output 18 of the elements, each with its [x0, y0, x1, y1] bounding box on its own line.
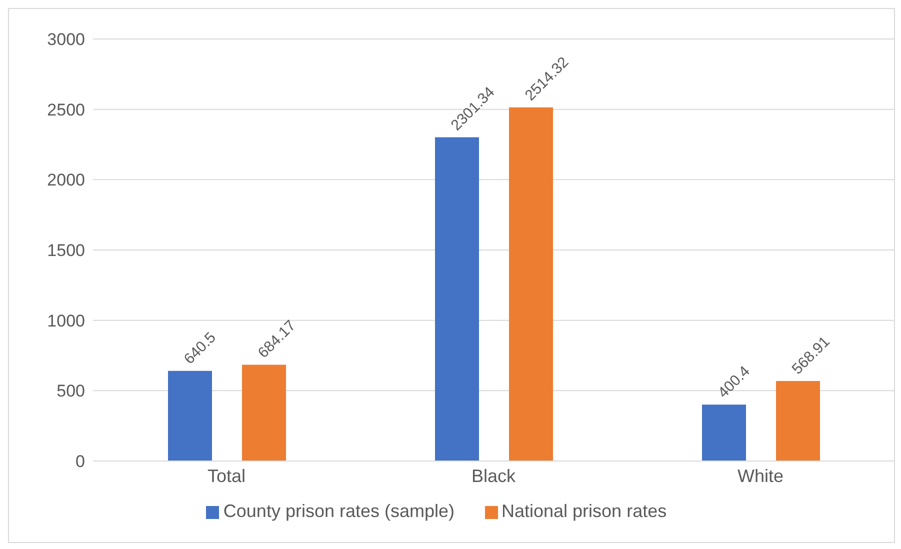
y-tick-label: 2000	[47, 170, 85, 190]
x-tick-label: White	[737, 466, 784, 486]
legend-label: National prison rates	[502, 501, 667, 521]
bar	[435, 137, 479, 461]
y-tick-label: 2500	[47, 100, 85, 120]
y-tick-label: 1000	[47, 311, 85, 330]
bar	[702, 404, 746, 461]
y-tick-label: 3000	[47, 30, 85, 50]
x-tick-label: Black	[471, 466, 517, 486]
bar	[776, 380, 820, 461]
y-tick-label: 0	[76, 452, 85, 472]
bar	[168, 370, 212, 461]
x-tick-label: Total	[207, 466, 246, 486]
legend-label: County prison rates (sample)	[223, 501, 454, 521]
bar	[509, 107, 553, 461]
bar	[242, 364, 286, 461]
y-tick-label: 1500	[47, 241, 85, 260]
y-tick-label: 500	[56, 382, 85, 401]
